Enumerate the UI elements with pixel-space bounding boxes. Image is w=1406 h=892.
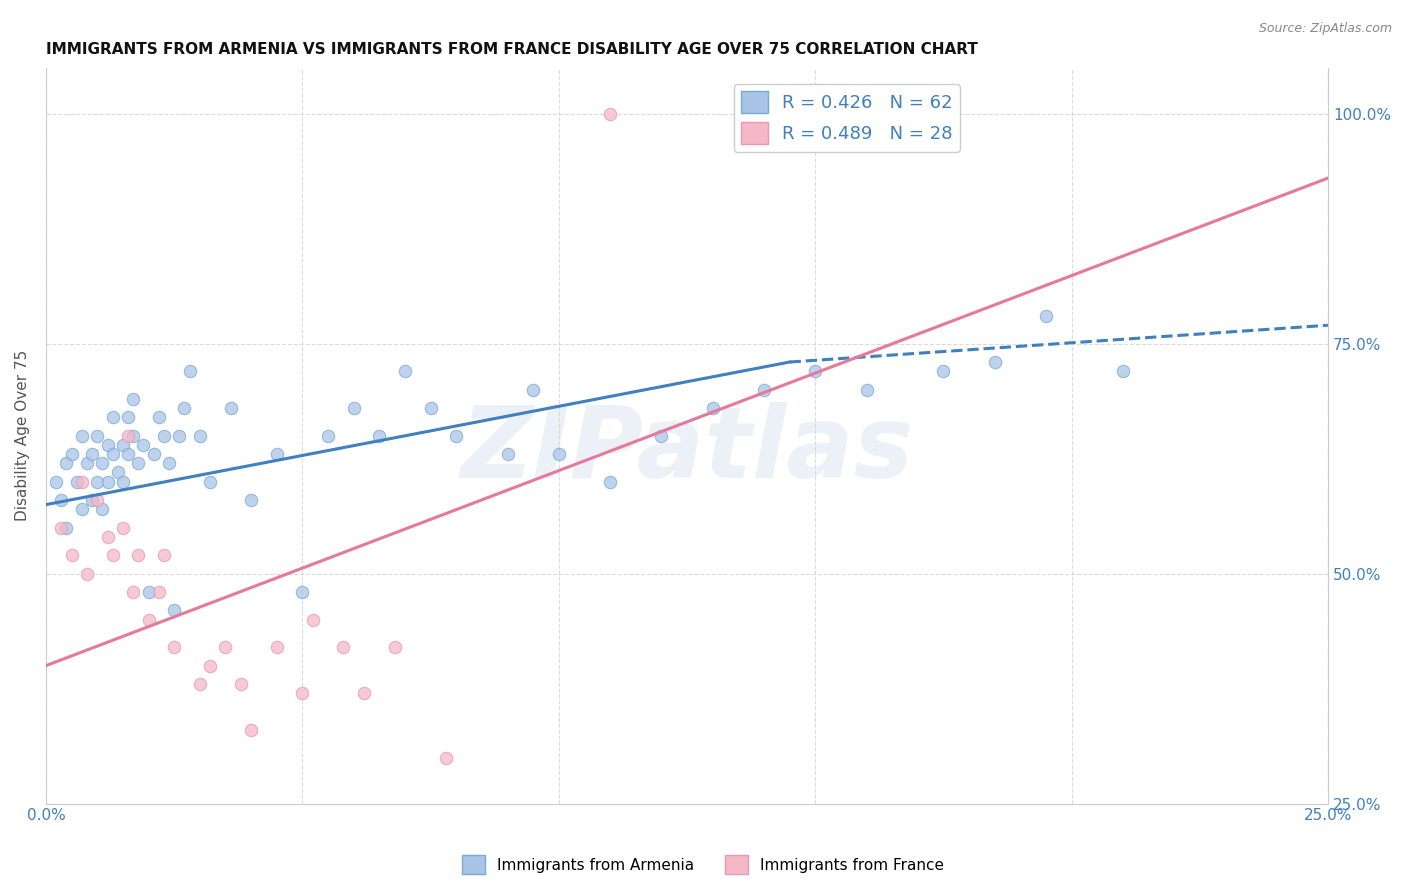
Point: [173, 401, 195, 415]
Point: [650, 428, 672, 442]
Point: [101, 548, 124, 562]
Point: [179, 364, 201, 378]
Point: [599, 475, 621, 489]
Point: [96, 438, 118, 452]
Point: [394, 364, 416, 378]
Point: [214, 640, 236, 655]
Point: [229, 677, 252, 691]
Point: [60, 548, 83, 562]
Point: [45, 475, 67, 489]
Point: [142, 447, 165, 461]
Point: [291, 585, 314, 599]
Point: [70, 502, 93, 516]
Point: [153, 548, 176, 562]
Point: [153, 428, 176, 442]
Point: [599, 106, 621, 120]
Point: [101, 447, 124, 461]
Point: [86, 475, 108, 489]
Point: [66, 475, 89, 489]
Point: [496, 447, 519, 461]
Point: [219, 401, 242, 415]
Point: [122, 428, 145, 442]
Point: [804, 364, 827, 378]
Point: [434, 750, 457, 764]
Point: [384, 640, 406, 655]
Point: [117, 447, 139, 461]
Point: [547, 447, 569, 461]
Point: [127, 548, 149, 562]
Point: [138, 613, 160, 627]
Point: [198, 475, 221, 489]
Point: [96, 475, 118, 489]
Point: [127, 456, 149, 470]
Point: [198, 658, 221, 673]
Point: [86, 428, 108, 442]
Point: [266, 447, 288, 461]
Y-axis label: Disability Age Over 75: Disability Age Over 75: [15, 350, 30, 521]
Point: [132, 438, 155, 452]
Point: [1112, 364, 1135, 378]
Point: [188, 677, 211, 691]
Legend: R = 0.426   N = 62, R = 0.489   N = 28: R = 0.426 N = 62, R = 0.489 N = 28: [734, 84, 960, 152]
Point: [76, 566, 98, 581]
Text: IMMIGRANTS FROM ARMENIA VS IMMIGRANTS FROM FRANCE DISABILITY AGE OVER 75 CORRELA: IMMIGRANTS FROM ARMENIA VS IMMIGRANTS FR…: [46, 42, 977, 57]
Point: [332, 640, 354, 655]
Point: [984, 355, 1007, 369]
Point: [51, 521, 73, 535]
Point: [419, 401, 441, 415]
Point: [138, 585, 160, 599]
Point: [343, 401, 366, 415]
Point: [51, 493, 73, 508]
Point: [291, 686, 314, 700]
Point: [117, 410, 139, 425]
Point: [107, 466, 129, 480]
Point: [240, 493, 263, 508]
Point: [70, 475, 93, 489]
Point: [1035, 309, 1057, 323]
Point: [266, 640, 288, 655]
Point: [122, 585, 145, 599]
Point: [70, 428, 93, 442]
Point: [101, 410, 124, 425]
Point: [117, 428, 139, 442]
Point: [60, 447, 83, 461]
Point: [368, 428, 391, 442]
Point: [55, 456, 77, 470]
Point: [82, 447, 104, 461]
Point: [301, 613, 323, 627]
Point: [122, 392, 145, 406]
Point: [188, 428, 211, 442]
Point: [240, 723, 263, 737]
Point: [702, 401, 724, 415]
Point: [163, 603, 186, 617]
Point: [157, 456, 180, 470]
Point: [86, 493, 108, 508]
Point: [148, 585, 170, 599]
Point: [932, 364, 955, 378]
Point: [55, 521, 77, 535]
Point: [855, 383, 877, 397]
Point: [316, 428, 339, 442]
Point: [111, 438, 134, 452]
Point: [111, 475, 134, 489]
Text: ZIPatlas: ZIPatlas: [461, 402, 914, 499]
Point: [148, 410, 170, 425]
Point: [111, 521, 134, 535]
Point: [752, 383, 775, 397]
Point: [169, 428, 191, 442]
Point: [446, 428, 468, 442]
Legend: Immigrants from Armenia, Immigrants from France: Immigrants from Armenia, Immigrants from…: [456, 849, 950, 880]
Point: [91, 502, 114, 516]
Point: [91, 456, 114, 470]
Text: Source: ZipAtlas.com: Source: ZipAtlas.com: [1258, 22, 1392, 36]
Point: [96, 530, 118, 544]
Point: [76, 456, 98, 470]
Point: [353, 686, 375, 700]
Point: [163, 640, 186, 655]
Point: [82, 493, 104, 508]
Point: [522, 383, 544, 397]
